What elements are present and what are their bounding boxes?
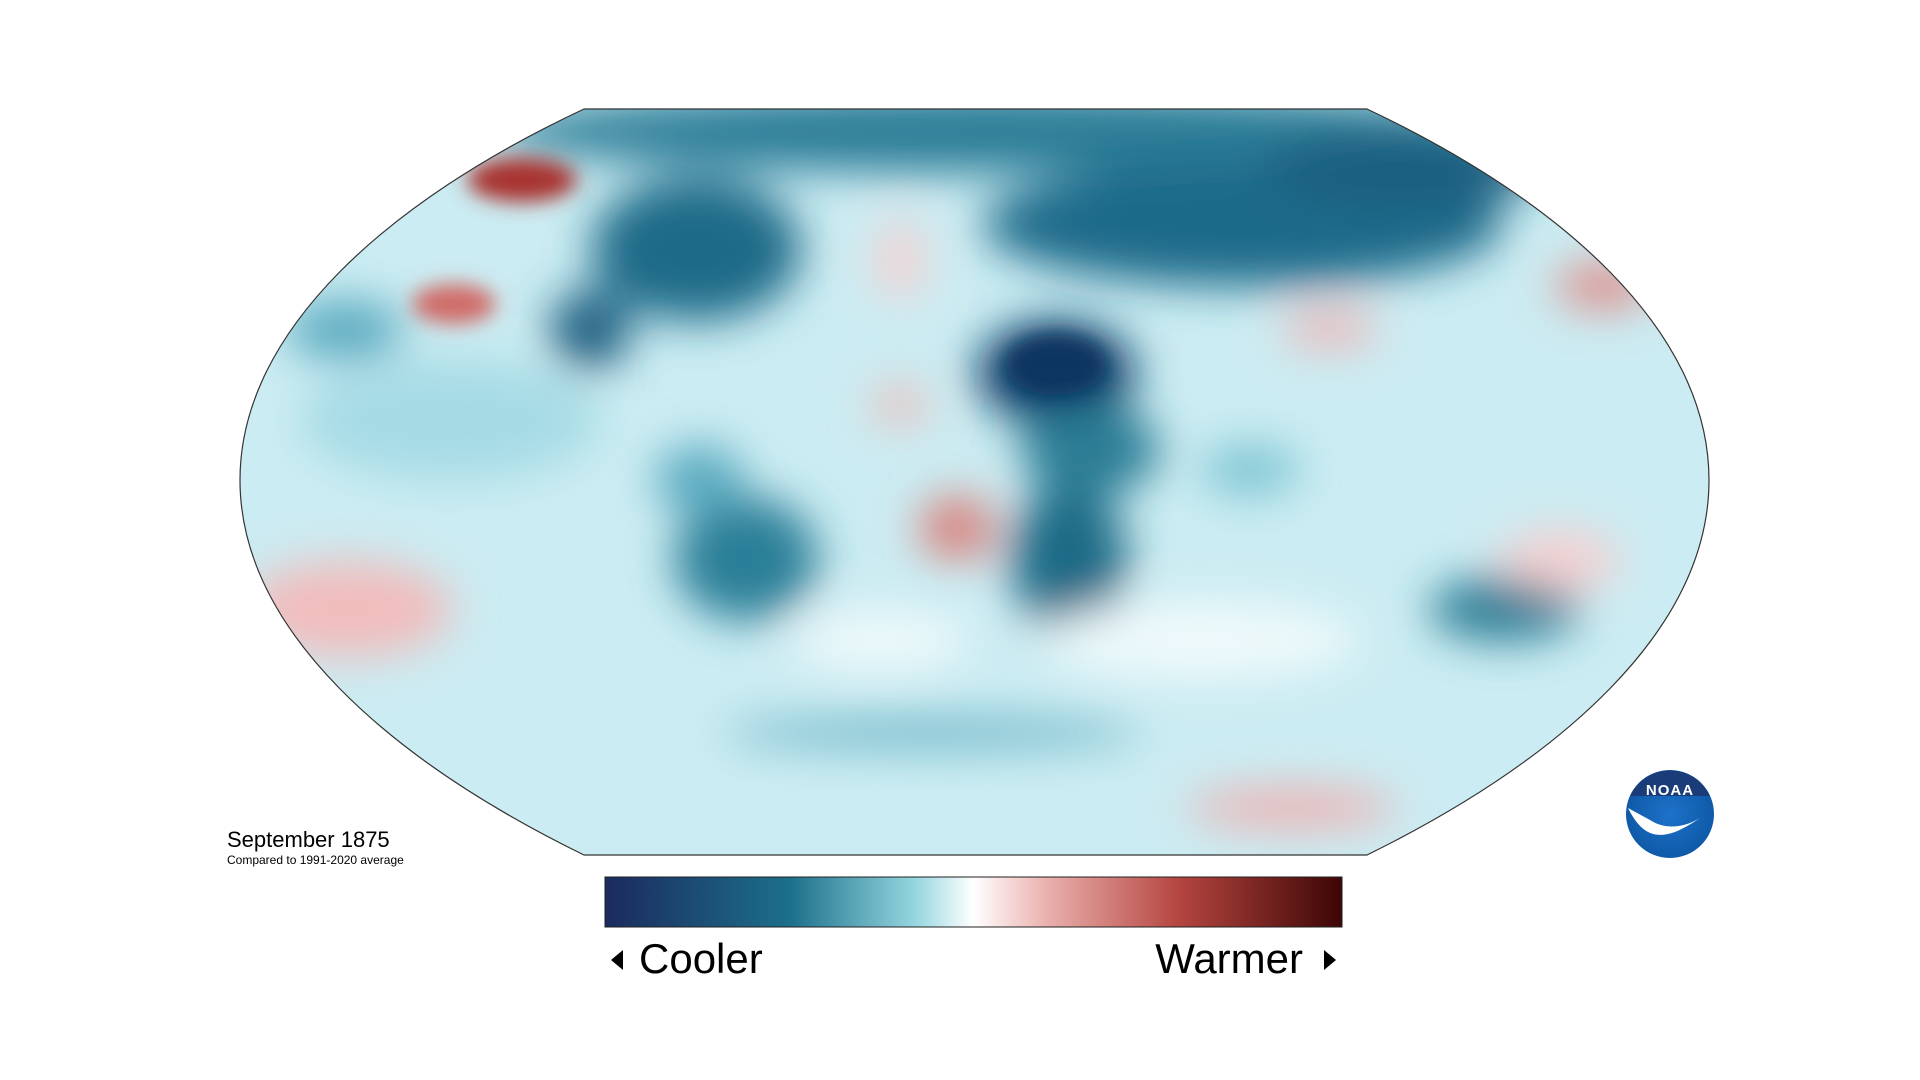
warmer-arrow <box>1324 950 1336 970</box>
map-title: September 1875 <box>227 827 390 852</box>
color-bar <box>604 876 1343 928</box>
map-subtitle: Compared to 1991-2020 average <box>227 853 404 867</box>
legend-low-label: Cooler <box>639 935 763 982</box>
logo-text: NOAA <box>1646 782 1694 799</box>
map-outline <box>239 108 1710 856</box>
temperature-anomaly-map <box>240 109 1709 855</box>
noaa-logo: NOAA <box>1626 770 1714 858</box>
cooler-arrow <box>611 950 623 970</box>
legend-high-label: Warmer <box>1155 935 1303 982</box>
